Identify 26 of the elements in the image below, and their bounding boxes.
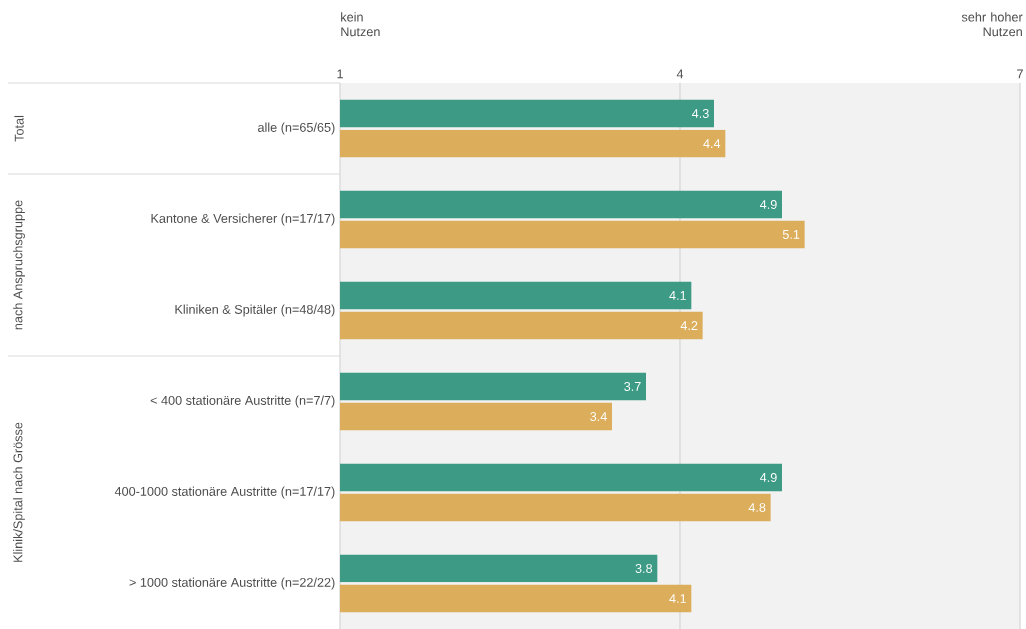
text: Total [14, 115, 24, 142]
data-label: 4.3 [691, 109, 709, 118]
y-tick-label: 400-1000 stationäre Austritte (n=17/17) [114, 486, 335, 499]
text: Klinik/Spital nach Grösse [13, 422, 25, 562]
text: kein Nutzen [341, 12, 380, 37]
data-label: 4.8 [748, 503, 766, 512]
data-label: 3.7 [624, 382, 641, 391]
data-label: 4.1 [669, 291, 686, 300]
y-tick-label: alle (n=65/65) [258, 122, 335, 135]
data-label: 4.2 [680, 321, 698, 330]
data-label: 4.9 [759, 473, 777, 482]
data-label: 4.9 [759, 200, 777, 209]
data-label: 3.4 [590, 412, 607, 421]
data-label: 5.1 [782, 230, 800, 239]
y-tick-label: < 400 stationäre Austritte (n=7/7) [150, 395, 335, 408]
text: sehr hoher Nutzen [961, 12, 1023, 37]
y-tick-label: Kliniken & Spitäler (n=48/48) [175, 304, 335, 317]
x-tick-label: 1 [337, 69, 343, 79]
x-tick-label: 4 [676, 69, 684, 79]
text: nach Anspruchsgruppe [13, 200, 25, 330]
data-label: 4.1 [669, 594, 686, 603]
y-tick-label: Kantone & Versicherer (n=17/17) [151, 213, 335, 226]
data-label: 3.8 [635, 563, 653, 573]
data-label: 4.4 [703, 139, 721, 148]
x-tick-label: 7 [1017, 69, 1023, 79]
y-tick-label: > 1000 stationäre Austritte (n=22/22) [129, 577, 335, 590]
